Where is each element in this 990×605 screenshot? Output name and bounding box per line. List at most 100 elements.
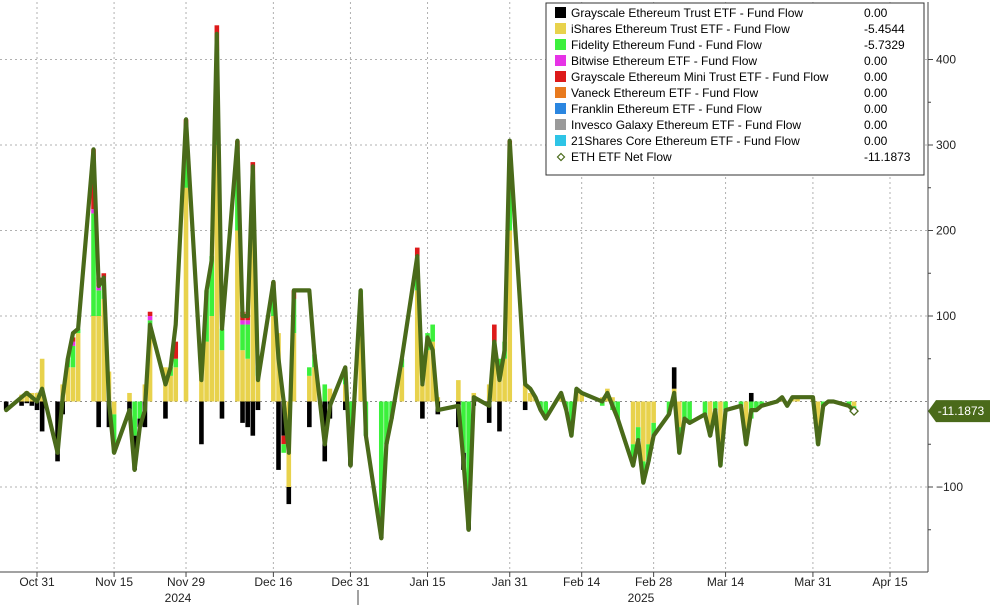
legend-value: -5.7329	[864, 38, 905, 52]
bar-segment-fidelity	[702, 401, 708, 415]
bar-segment-ishares	[718, 401, 723, 453]
legend-label: Fidelity Ethereum Fund - Fund Flow	[571, 38, 762, 52]
bar-segment-ishares	[502, 358, 507, 402]
x-tick-label: Mar 14	[707, 575, 745, 589]
x-tick-label: Apr 15	[872, 575, 908, 589]
bar-segment-ishares	[209, 316, 215, 402]
legend-swatch-invesco	[555, 119, 566, 130]
legend-swatch-ishares	[555, 23, 566, 34]
legend-label: Vaneck Ethereum ETF - Fund Flow	[571, 86, 759, 100]
bar-segment-ishares	[183, 187, 189, 402]
bar-segment-fidelity	[96, 290, 101, 316]
legend-swatch-fidelity	[555, 39, 566, 50]
bar-segment-ishares	[630, 401, 636, 445]
legend-label: 21Shares Core Ethereum ETF - Fund Flow	[571, 134, 800, 148]
bar-segment-fidelity	[322, 384, 328, 402]
legend-swatch-21shares	[555, 135, 566, 146]
bar-segment-grayscale_ethe	[240, 401, 245, 423]
bar-segment-ishares	[497, 367, 502, 402]
bar-segment-ishares	[255, 375, 261, 402]
bar-segment-grayscale_ethe	[420, 401, 425, 419]
bar-segment-grayscale_ethe	[245, 401, 250, 428]
x-tick-label: Nov 15	[95, 575, 133, 589]
legend-label: Invesco Galaxy Ethereum ETF - Fund Flow	[571, 118, 801, 132]
last-value-badge: -11.1873	[928, 400, 990, 423]
bar-segment-grayscale_ethe	[497, 401, 502, 432]
bar-segment-grayscale_ethe	[39, 401, 45, 432]
x-year-label: 2025	[628, 591, 655, 605]
bar-segment-ishares	[456, 380, 461, 402]
bar-segment-ishares	[641, 401, 646, 462]
bar-segment-ishares	[399, 367, 405, 402]
bar-segment-fidelity	[599, 401, 605, 406]
bar-segment-fidelity	[378, 401, 384, 530]
bar-segment-ishares	[250, 230, 256, 402]
x-axis: Oct 31 Nov 15 Nov 29 Dec 16 Dec 31 Jan 15 Jan …	[0, 571, 928, 605]
bar-segment-ishares	[204, 341, 209, 402]
bar-segment-mini_trust	[147, 311, 153, 316]
bar-segment-grayscale_ethe	[286, 487, 292, 505]
bar-segment-mini_trust	[414, 247, 420, 257]
bar-segment-fidelity	[712, 401, 718, 411]
bar-segment-fidelity	[132, 401, 137, 436]
bar-segment-ishares	[168, 375, 173, 402]
x-tick-label: Jan 31	[492, 575, 528, 589]
legend-value: 0.00	[864, 118, 888, 132]
y-tick-label: 200	[936, 224, 956, 238]
legend-swatch-net_flow	[556, 152, 566, 162]
legend-swatch-bitwise	[555, 55, 566, 66]
x-tick-label: Feb 28	[635, 575, 673, 589]
legend-value: 0.00	[864, 86, 888, 100]
y-tick-label: −100	[936, 480, 963, 494]
bar-segment-bitwise	[91, 209, 96, 214]
y-axis: −100 100 200 300 400	[927, 2, 963, 572]
legend-label: Grayscale Ethereum Trust ETF - Fund Flow	[571, 6, 803, 20]
bar-segment-fidelity	[651, 422, 656, 436]
bar-segment-bitwise	[96, 286, 101, 291]
bar-segment-ishares	[528, 392, 533, 402]
net-flow-last-marker	[849, 406, 859, 416]
legend-box	[545, 2, 925, 176]
bar-segment-grayscale_ethe	[96, 401, 101, 428]
badge-shape	[928, 400, 990, 423]
bar-segment-fidelity	[682, 401, 687, 419]
legend-value: 0.00	[864, 134, 888, 148]
bar-segment-ishares	[610, 397, 615, 402]
bar-segment-grayscale_ethe	[34, 401, 40, 411]
bar-segment-fidelity	[630, 444, 636, 466]
bar-segment-ishares	[24, 391, 30, 402]
bar-segment-grayscale_ethe	[255, 401, 261, 411]
bar-segment-grayscale_ethe	[3, 401, 9, 411]
bar-segment-ishares	[199, 367, 204, 402]
bar-segment-mini_trust	[492, 324, 497, 342]
bar-segment-ishares	[312, 367, 317, 402]
bar-segment-grayscale_ethe	[522, 401, 528, 411]
y-tick-label: 400	[936, 53, 956, 67]
bar-segment-ishares	[707, 401, 713, 428]
bar-segment-mini_trust	[281, 435, 286, 445]
legend-value: -11.1873	[864, 150, 911, 164]
bar-segment-fidelity	[209, 256, 215, 316]
bar-segment-grayscale_ethe	[163, 401, 168, 419]
bar-segment-ishares	[795, 397, 800, 402]
y-tick-label: 100	[936, 309, 956, 323]
legend-swatch-franklin	[555, 103, 566, 114]
bar-segment-mini_trust	[173, 341, 179, 359]
legend-swatch-mini_trust	[555, 71, 566, 82]
bar-segment-bitwise	[245, 320, 250, 325]
bar-segment-ishares	[147, 333, 153, 402]
bar-segment-ishares	[815, 401, 821, 436]
x-tick-label: Mar 31	[794, 575, 832, 589]
bar-segment-fidelity	[173, 358, 179, 368]
bar-segment-ishares	[101, 298, 107, 402]
bar-segment-fidelity	[137, 401, 143, 419]
x-tick-label: Jan 15	[410, 575, 446, 589]
bar-segment-grayscale_ethe	[199, 401, 204, 445]
bar-segment-fidelity	[466, 401, 471, 513]
legend-label: Franklin Ethereum ETF - Fund Flow	[571, 102, 762, 116]
bar-segment-ishares	[271, 316, 276, 402]
x-year-label: 2024	[165, 591, 192, 605]
x-tick-label: Dec 31	[331, 575, 369, 589]
bar-segment-grayscale_ethe	[250, 401, 256, 436]
bar-segment-ishares	[579, 392, 584, 402]
